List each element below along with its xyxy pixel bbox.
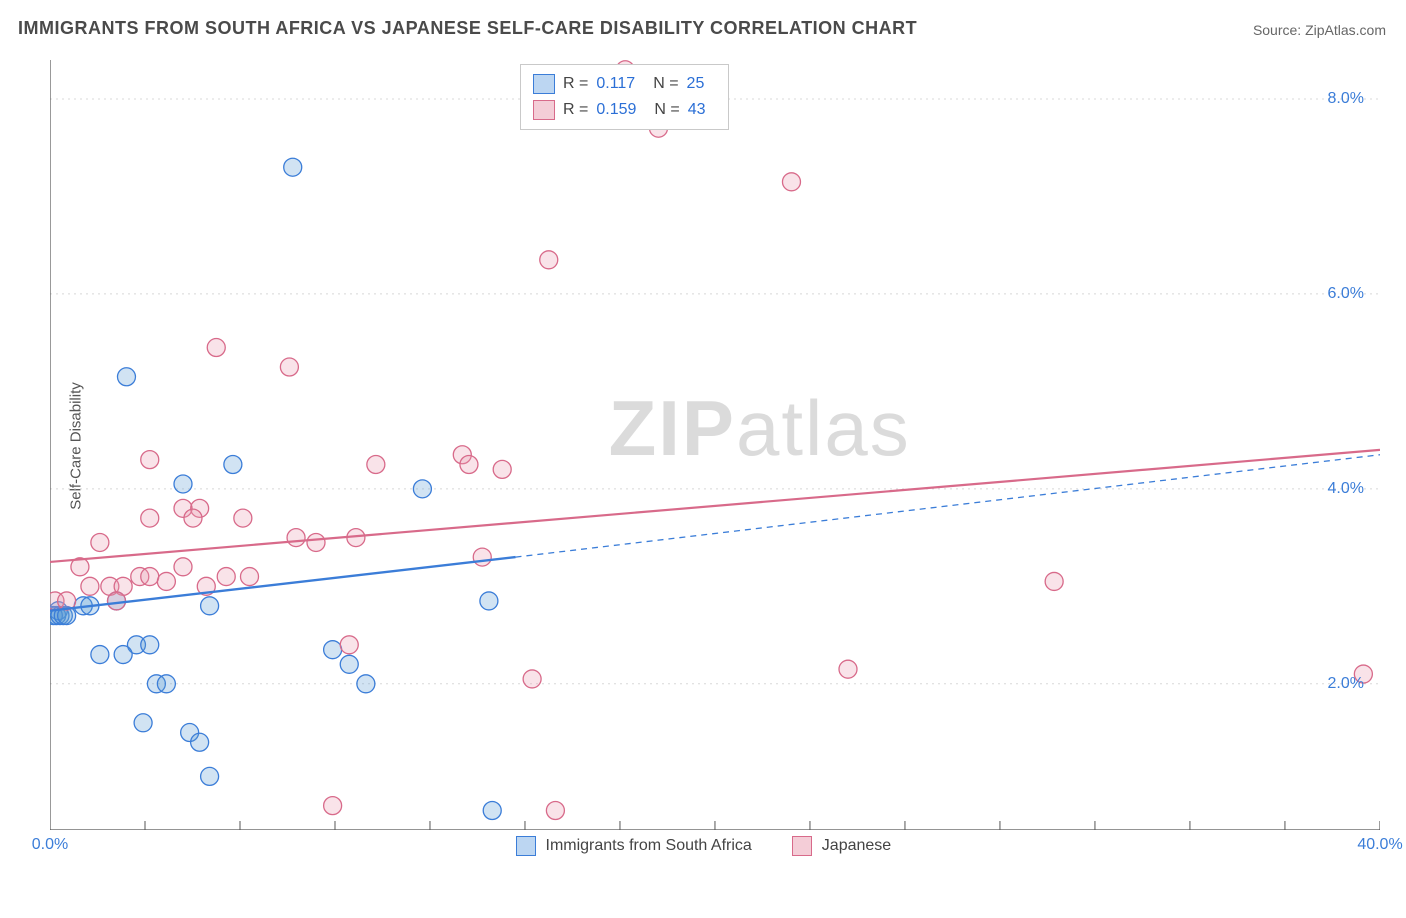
n-value: 43 [688,101,706,119]
legend-swatch [533,74,555,94]
legend-label: Immigrants from South Africa [546,837,752,855]
legend-item: Japanese [792,836,891,856]
legend-swatch [516,836,536,856]
chart-title: IMMIGRANTS FROM SOUTH AFRICA VS JAPANESE… [18,18,917,39]
chart-container: IMMIGRANTS FROM SOUTH AFRICA VS JAPANESE… [0,0,1406,892]
source-label: Source: [1253,22,1301,38]
x-tick-label: 0.0% [32,836,68,918]
series-legend: Immigrants from South Africa Japanese [516,836,892,856]
y-tick-label: 4.0% [1308,480,1378,498]
y-tick-label: 6.0% [1308,285,1378,303]
r-value: 0.117 [596,75,635,93]
correlation-legend: R = 0.117 N = 25 R = 0.159 N = 43 [520,64,729,130]
y-tick-label: 2.0% [1308,675,1378,693]
r-value: 0.159 [596,101,636,119]
source-attribution: Source: ZipAtlas.com [1253,22,1386,38]
source-value: ZipAtlas.com [1305,22,1386,38]
n-label: N = [653,75,678,93]
n-label: N = [654,101,679,119]
legend-item: Immigrants from South Africa [516,836,752,856]
scatter-plot [50,60,1380,830]
legend-swatch [792,836,812,856]
r-label: R = [563,101,588,119]
y-tick-label: 8.0% [1308,90,1378,108]
legend-label: Japanese [822,837,891,855]
correlation-legend-row: R = 0.117 N = 25 [533,71,716,97]
legend-swatch [533,100,555,120]
n-value: 25 [687,75,705,93]
correlation-legend-row: R = 0.159 N = 43 [533,97,716,123]
x-tick-label: 40.0% [1357,836,1402,918]
r-label: R = [563,75,588,93]
